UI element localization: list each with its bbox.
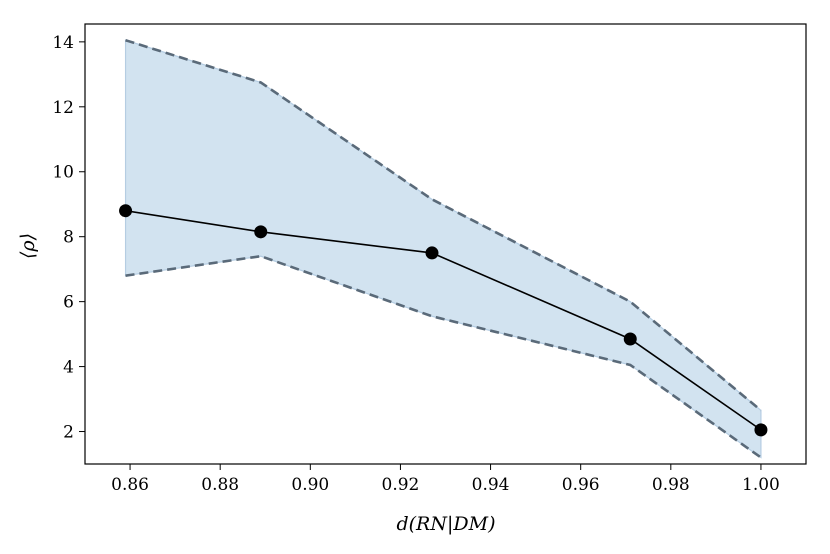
data-point — [623, 332, 637, 346]
data-point — [119, 204, 133, 218]
y-tick-label: 8 — [63, 228, 74, 248]
series-layer — [119, 204, 768, 437]
x-tick-label: 1.00 — [742, 475, 780, 495]
y-axis-ticks: 2 4 6 8 10 12 14 — [52, 33, 85, 443]
x-tick-label: 0.92 — [382, 475, 420, 495]
x-axis-label: d(RN|DM) — [396, 513, 495, 535]
data-point — [254, 225, 268, 239]
y-tick-label: 14 — [52, 33, 74, 53]
axes-frame — [84, 23, 807, 465]
plot-frame — [84, 23, 807, 465]
y-tick-label: 4 — [63, 358, 74, 378]
x-tick-label: 0.98 — [652, 475, 690, 495]
x-tick-label: 0.94 — [472, 475, 510, 495]
y-tick-label: 6 — [63, 293, 74, 313]
y-tick-label: 12 — [52, 98, 74, 118]
band-fill — [124, 39, 762, 459]
x-tick-label: 0.96 — [562, 475, 600, 495]
y-tick-label: 2 — [63, 423, 74, 443]
band-lower-line — [125, 254, 762, 459]
confidence-band — [124, 38, 762, 459]
x-tick-label: 0.88 — [201, 475, 239, 495]
x-tick-label: 0.90 — [291, 475, 329, 495]
x-axis-ticks: 0.86 0.88 0.90 0.92 0.94 0.96 0.98 1.00 — [111, 464, 780, 495]
y-tick-label: 10 — [52, 163, 74, 183]
data-point — [425, 246, 439, 260]
x-tick-label: 0.86 — [111, 475, 149, 495]
y-axis-label: ⟨ρ⟩ — [17, 233, 39, 259]
data-point — [754, 423, 768, 437]
